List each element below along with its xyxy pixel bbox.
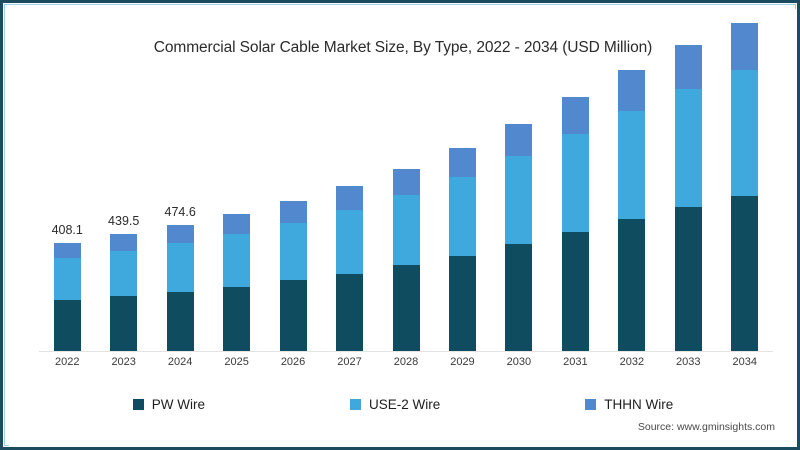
stacked-bar[interactable] xyxy=(53,242,81,351)
bar-column[interactable] xyxy=(618,70,646,351)
chart-canvas: Commercial Solar Cable Market Size, By T… xyxy=(9,9,797,447)
x-axis-label-2024: 2024 xyxy=(167,356,193,368)
bar-segment-use2-wire[interactable] xyxy=(674,88,702,207)
x-axis-label-2029: 2029 xyxy=(450,356,475,368)
bar-segment-pw-wire[interactable] xyxy=(336,273,364,351)
x-axis-tick-labels: 2022 2023 2024 2025 2026 2027 2028 2029 2030 2031… xyxy=(39,356,773,376)
bar-segment-use2-wire[interactable] xyxy=(731,69,759,197)
bar-column[interactable] xyxy=(223,99,251,351)
stacked-bar[interactable] xyxy=(731,22,759,351)
x-axis-label-2026: 2026 xyxy=(280,356,306,368)
legend-swatch-icon xyxy=(585,399,597,410)
bar-segment-thhn-wire[interactable] xyxy=(110,234,138,252)
legend-swatch-icon xyxy=(132,399,144,410)
bar-column[interactable] xyxy=(448,99,476,351)
bar-segment-pw-wire[interactable] xyxy=(505,244,533,351)
bar-segment-use2-wire[interactable] xyxy=(110,251,138,297)
bar-segment-pw-wire[interactable] xyxy=(279,280,307,351)
bar-segment-thhn-wire[interactable] xyxy=(279,201,307,223)
bar-column[interactable] xyxy=(336,99,364,351)
x-axis-label-2033: 2033 xyxy=(676,356,701,368)
stacked-bar[interactable] xyxy=(618,70,646,351)
stacked-bar[interactable] xyxy=(336,186,364,351)
bar-segment-thhn-wire[interactable] xyxy=(53,242,81,259)
bar-segment-use2-wire[interactable] xyxy=(561,133,589,232)
stacked-bar[interactable] xyxy=(110,234,138,351)
bar-segment-pw-wire[interactable] xyxy=(223,286,251,351)
bar-segment-thhn-wire[interactable] xyxy=(618,70,646,111)
x-axis-label-2030: 2030 xyxy=(506,356,532,368)
x-axis-label-2034: 2034 xyxy=(732,356,757,368)
bar-segment-use2-wire[interactable] xyxy=(505,156,533,245)
legend-item[interactable]: THHN Wire xyxy=(585,397,673,412)
x-axis-label-2032: 2032 xyxy=(619,356,645,368)
stacked-bar[interactable] xyxy=(392,168,420,351)
bar-column[interactable]: 474.6 xyxy=(165,99,196,351)
x-axis-label-2031: 2031 xyxy=(563,356,588,368)
bar-segment-use2-wire[interactable] xyxy=(392,194,420,266)
stacked-bar[interactable] xyxy=(561,97,589,351)
bar-segment-thhn-wire[interactable] xyxy=(166,225,194,244)
stacked-bar[interactable] xyxy=(279,201,307,351)
bar-value-label: 439.5 xyxy=(108,214,140,229)
x-axis-label-2028: 2028 xyxy=(393,356,419,368)
bar-segment-pw-wire[interactable] xyxy=(618,218,646,351)
stacked-bar[interactable] xyxy=(674,45,702,351)
x-axis-label-2023: 2023 xyxy=(111,356,136,368)
bar-value-label: 474.6 xyxy=(164,205,196,219)
bar-column[interactable] xyxy=(505,99,533,351)
bar-segment-thhn-wire[interactable] xyxy=(336,186,364,210)
bar-segment-pw-wire[interactable] xyxy=(166,291,194,351)
stacked-bar[interactable] xyxy=(505,123,533,351)
legend-label: THHN Wire xyxy=(604,397,674,412)
legend-label: USE-2 Wire xyxy=(368,397,441,412)
x-axis-line xyxy=(39,351,773,352)
stacked-bar[interactable] xyxy=(223,214,251,351)
bar-segment-thhn-wire[interactable] xyxy=(731,22,759,70)
bar-column[interactable]: 439.5 xyxy=(108,99,139,351)
bar-segment-thhn-wire[interactable] xyxy=(505,123,533,157)
chart-legend: PW Wire USE-2 Wire THHN Wire xyxy=(9,397,797,412)
legend-item[interactable]: USE-2 Wire xyxy=(349,397,441,412)
bar-column[interactable] xyxy=(674,45,702,351)
bar-segment-use2-wire[interactable] xyxy=(166,243,194,292)
bar-segment-use2-wire[interactable] xyxy=(336,209,364,274)
bar-segment-use2-wire[interactable] xyxy=(448,177,476,256)
bar-segment-thhn-wire[interactable] xyxy=(223,214,251,234)
stacked-bar[interactable] xyxy=(166,225,194,351)
bar-segment-pw-wire[interactable] xyxy=(561,231,589,351)
bar-segment-pw-wire[interactable] xyxy=(448,255,476,351)
stacked-bar[interactable] xyxy=(448,147,476,351)
bar-segment-pw-wire[interactable] xyxy=(53,299,81,351)
bar-column[interactable] xyxy=(279,99,307,351)
x-axis-label-2022: 2022 xyxy=(54,356,80,368)
bar-segment-pw-wire[interactable] xyxy=(110,296,138,351)
legend-label: PW Wire xyxy=(151,397,205,412)
plot-area: 408.1 439.5 474.6 xyxy=(39,22,773,351)
bar-column[interactable] xyxy=(561,97,589,351)
bar-column[interactable] xyxy=(392,99,420,351)
bar-column[interactable] xyxy=(731,22,759,351)
chart-title: Commercial Solar Cable Market Size, By T… xyxy=(153,39,653,56)
bar-segment-pw-wire[interactable] xyxy=(392,265,420,351)
bar-segment-pw-wire[interactable] xyxy=(731,196,759,351)
bar-segment-use2-wire[interactable] xyxy=(53,258,81,300)
bar-segment-thhn-wire[interactable] xyxy=(674,45,702,89)
bar-segment-use2-wire[interactable] xyxy=(279,222,307,281)
bar-segment-use2-wire[interactable] xyxy=(223,233,251,287)
bar-segment-pw-wire[interactable] xyxy=(674,206,702,351)
legend-swatch-icon xyxy=(349,399,361,410)
bar-value-label: 408.1 xyxy=(51,222,83,237)
bar-segment-use2-wire[interactable] xyxy=(618,110,646,219)
source-attribution: Source: www.gminsights.com xyxy=(637,421,775,433)
bar-segment-thhn-wire[interactable] xyxy=(392,168,420,195)
bar-segment-thhn-wire[interactable] xyxy=(448,147,476,177)
bar-column[interactable]: 408.1 xyxy=(52,99,83,351)
x-axis-label-2027: 2027 xyxy=(337,356,362,368)
bar-segment-thhn-wire[interactable] xyxy=(561,97,589,134)
x-axis-label-2025: 2025 xyxy=(224,356,249,368)
legend-item[interactable]: PW Wire xyxy=(132,397,205,412)
